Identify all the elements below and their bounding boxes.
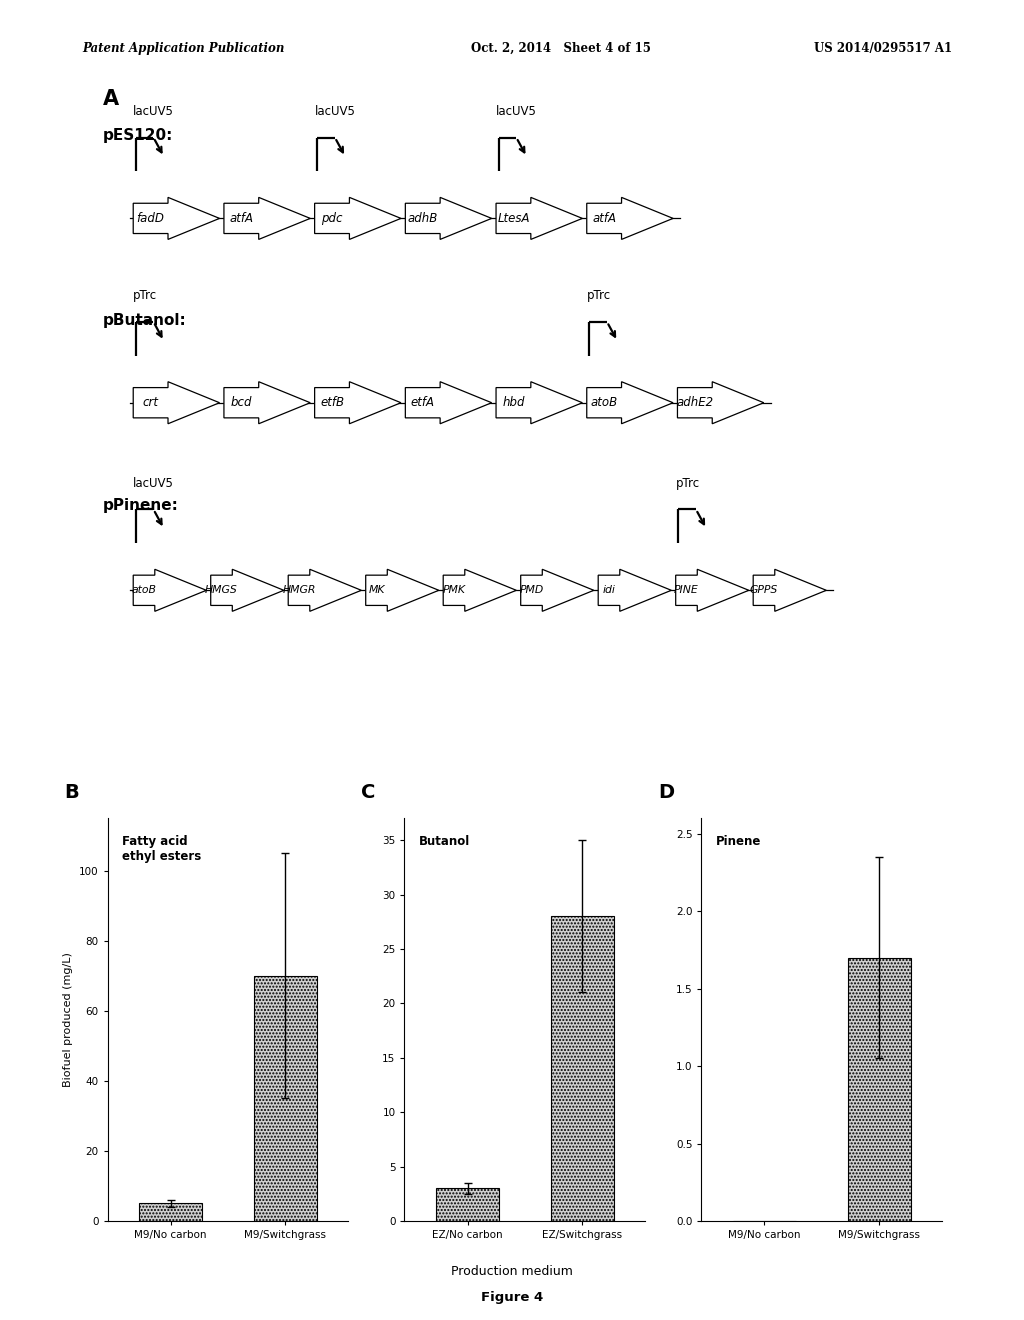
Text: lacUV5: lacUV5 <box>314 106 355 117</box>
Polygon shape <box>587 198 673 239</box>
Polygon shape <box>211 569 284 611</box>
Polygon shape <box>314 198 401 239</box>
Text: etfB: etfB <box>321 396 344 409</box>
Text: Production medium: Production medium <box>451 1265 573 1278</box>
Text: etfA: etfA <box>411 396 435 409</box>
Text: PMK: PMK <box>442 585 466 595</box>
Text: PINE: PINE <box>674 585 698 595</box>
Text: adhE2: adhE2 <box>676 396 714 409</box>
Text: US 2014/0295517 A1: US 2014/0295517 A1 <box>814 42 952 55</box>
Polygon shape <box>443 569 516 611</box>
Text: MK: MK <box>369 585 385 595</box>
Text: pButanol:: pButanol: <box>102 313 186 329</box>
Text: adhB: adhB <box>408 213 438 224</box>
Text: C: C <box>361 783 376 803</box>
Polygon shape <box>133 569 206 611</box>
Text: PMD: PMD <box>519 585 544 595</box>
Polygon shape <box>521 569 594 611</box>
Polygon shape <box>676 569 749 611</box>
Text: idi: idi <box>602 585 615 595</box>
Text: pdc: pdc <box>322 213 343 224</box>
Text: Fatty acid
ethyl esters: Fatty acid ethyl esters <box>122 834 201 862</box>
Text: Pinene: Pinene <box>716 834 761 847</box>
Text: pPinene:: pPinene: <box>102 499 178 513</box>
Text: GPPS: GPPS <box>750 585 778 595</box>
Polygon shape <box>133 198 219 239</box>
Text: pTrc: pTrc <box>133 289 158 302</box>
Y-axis label: Biofuel produced (mg/L): Biofuel produced (mg/L) <box>63 952 74 1088</box>
Text: A: A <box>102 88 119 110</box>
Bar <box>848 958 910 1221</box>
Text: pTrc: pTrc <box>587 289 611 302</box>
Polygon shape <box>406 381 492 424</box>
Text: HMGR: HMGR <box>283 585 315 595</box>
Polygon shape <box>496 381 583 424</box>
Bar <box>436 1188 499 1221</box>
Text: lacUV5: lacUV5 <box>496 106 537 117</box>
Text: hbd: hbd <box>502 396 524 409</box>
Polygon shape <box>288 569 361 611</box>
Text: Butanol: Butanol <box>419 834 470 847</box>
Polygon shape <box>587 381 673 424</box>
Text: fadD: fadD <box>136 213 165 224</box>
Polygon shape <box>598 569 672 611</box>
Text: B: B <box>65 783 79 803</box>
Polygon shape <box>314 381 401 424</box>
Polygon shape <box>224 198 310 239</box>
Polygon shape <box>224 381 310 424</box>
Bar <box>139 1204 202 1221</box>
Text: lacUV5: lacUV5 <box>133 106 174 117</box>
Polygon shape <box>406 198 492 239</box>
Bar <box>254 975 316 1221</box>
Text: atfA: atfA <box>592 213 616 224</box>
Text: lacUV5: lacUV5 <box>133 477 174 490</box>
Text: D: D <box>658 783 674 803</box>
Polygon shape <box>678 381 764 424</box>
Text: Figure 4: Figure 4 <box>481 1291 543 1304</box>
Polygon shape <box>366 569 439 611</box>
Text: Oct. 2, 2014   Sheet 4 of 15: Oct. 2, 2014 Sheet 4 of 15 <box>471 42 651 55</box>
Text: atoB: atoB <box>131 585 157 595</box>
Text: LtesA: LtesA <box>498 213 529 224</box>
Polygon shape <box>496 198 583 239</box>
Polygon shape <box>754 569 826 611</box>
Text: bcd: bcd <box>230 396 252 409</box>
Polygon shape <box>133 381 219 424</box>
Text: HMGS: HMGS <box>205 585 238 595</box>
Text: Patent Application Publication: Patent Application Publication <box>82 42 285 55</box>
Bar <box>551 916 613 1221</box>
Text: atfA: atfA <box>229 213 253 224</box>
Text: crt: crt <box>142 396 159 409</box>
Text: pTrc: pTrc <box>676 477 699 490</box>
Text: pES120:: pES120: <box>102 128 173 143</box>
Text: atoB: atoB <box>591 396 617 409</box>
